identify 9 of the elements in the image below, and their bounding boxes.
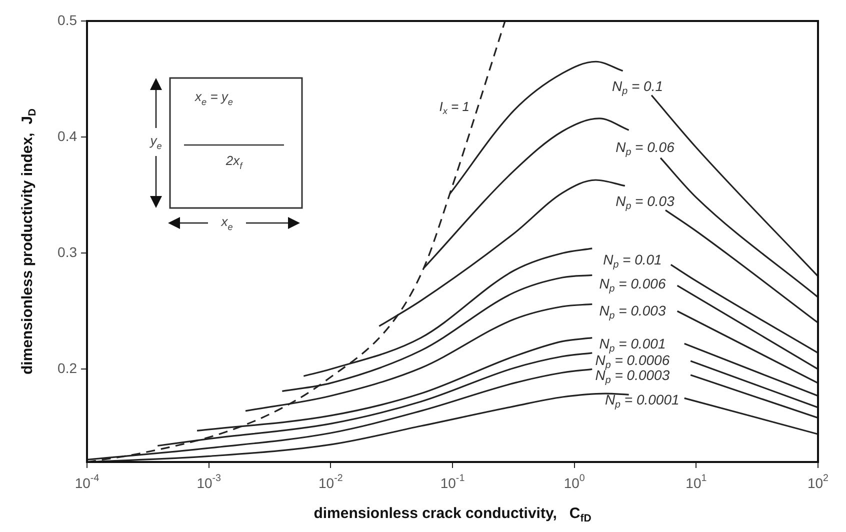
y-tick-label: 0.5 — [58, 12, 78, 28]
annotation: x$_{e}$ = y$_{e}$ — [194, 89, 233, 108]
annotation: x$_{e}$ — [220, 214, 233, 232]
annotation: 2x$_{f}$ — [224, 153, 244, 172]
y-axis-title: dimensionless productivity index, JD — [19, 108, 38, 374]
y-tick-label: 0.3 — [58, 244, 78, 260]
y-tick-label: 0.2 — [58, 360, 78, 376]
annotation: y$_{e}$ — [149, 133, 162, 152]
y-tick-label: 0.4 — [58, 128, 78, 144]
